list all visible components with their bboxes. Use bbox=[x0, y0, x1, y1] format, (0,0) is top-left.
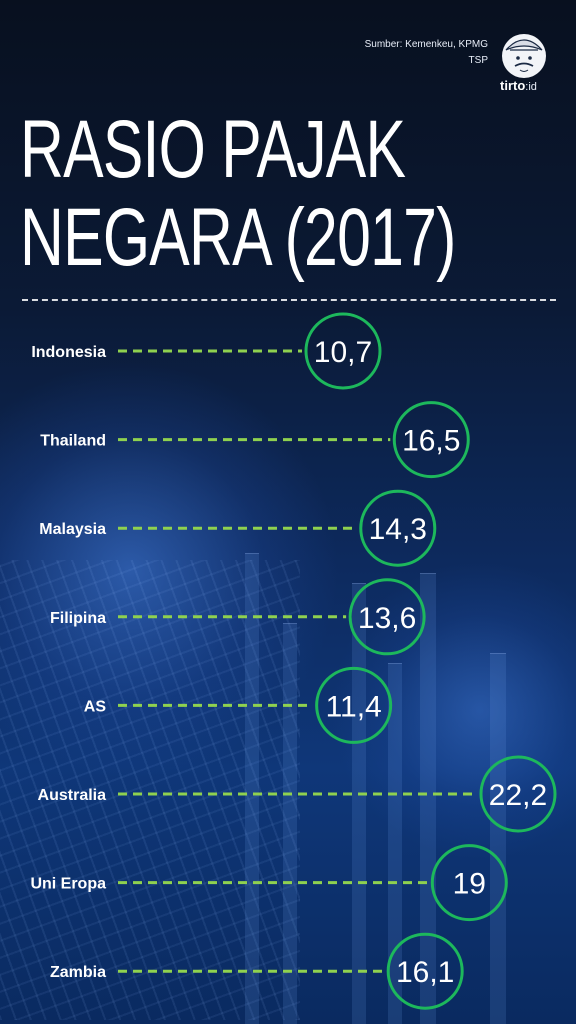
value-label-malaysia: 14,3 bbox=[369, 513, 427, 546]
category-label-uni-eropa: Uni Eropa bbox=[30, 876, 106, 893]
source-note: Sumber: Kemenkeu, KPMG TSP bbox=[300, 37, 488, 69]
category-label-as: AS bbox=[84, 698, 107, 715]
title-divider bbox=[22, 299, 556, 301]
category-label-australia: Australia bbox=[38, 787, 107, 804]
value-label-australia: 22,2 bbox=[489, 779, 547, 812]
value-circle-thailand bbox=[392, 401, 470, 479]
value-circle-as bbox=[315, 666, 393, 744]
category-label-zambia: Zambia bbox=[50, 964, 106, 981]
category-label-indonesia: Indonesia bbox=[31, 344, 106, 361]
value-label-as: 11,4 bbox=[326, 690, 382, 723]
value-circle-indonesia bbox=[304, 312, 382, 390]
mascot-logo-icon bbox=[502, 34, 546, 78]
tax-ratio-chart: Indonesia 10,7 Thailand 16,5 Malaysia 14,3 Fil… bbox=[30, 312, 557, 1010]
value-circle-australia bbox=[479, 755, 557, 833]
title-line-1: RASIO PAJAK bbox=[20, 104, 406, 195]
value-circle-uni-eropa bbox=[430, 844, 508, 922]
value-label-zambia: 16,1 bbox=[396, 956, 454, 989]
value-label-filipina: 13,6 bbox=[358, 602, 416, 635]
value-label-uni-eropa: 19 bbox=[453, 868, 486, 901]
author-text: TSP bbox=[468, 55, 488, 66]
category-label-filipina: Filipina bbox=[50, 610, 106, 627]
value-circle-filipina bbox=[348, 578, 426, 656]
brand-logo: tirto:id bbox=[500, 78, 537, 93]
category-label-malaysia: Malaysia bbox=[39, 521, 106, 538]
value-label-thailand: 16,5 bbox=[402, 425, 460, 458]
brand-suffix: id bbox=[528, 81, 537, 93]
category-label-thailand: Thailand bbox=[40, 433, 106, 450]
title-line-2: NEGARA (2017) bbox=[20, 192, 456, 283]
brand-name: tirto bbox=[500, 78, 526, 93]
page-title: RASIO PAJAK NEGARA (2017) bbox=[20, 106, 456, 282]
source-text: Sumber: Kemenkeu, KPMG bbox=[364, 39, 488, 50]
value-label-indonesia: 10,7 bbox=[314, 336, 372, 369]
value-circle-zambia bbox=[386, 932, 464, 1010]
value-circle-malaysia bbox=[359, 489, 437, 567]
